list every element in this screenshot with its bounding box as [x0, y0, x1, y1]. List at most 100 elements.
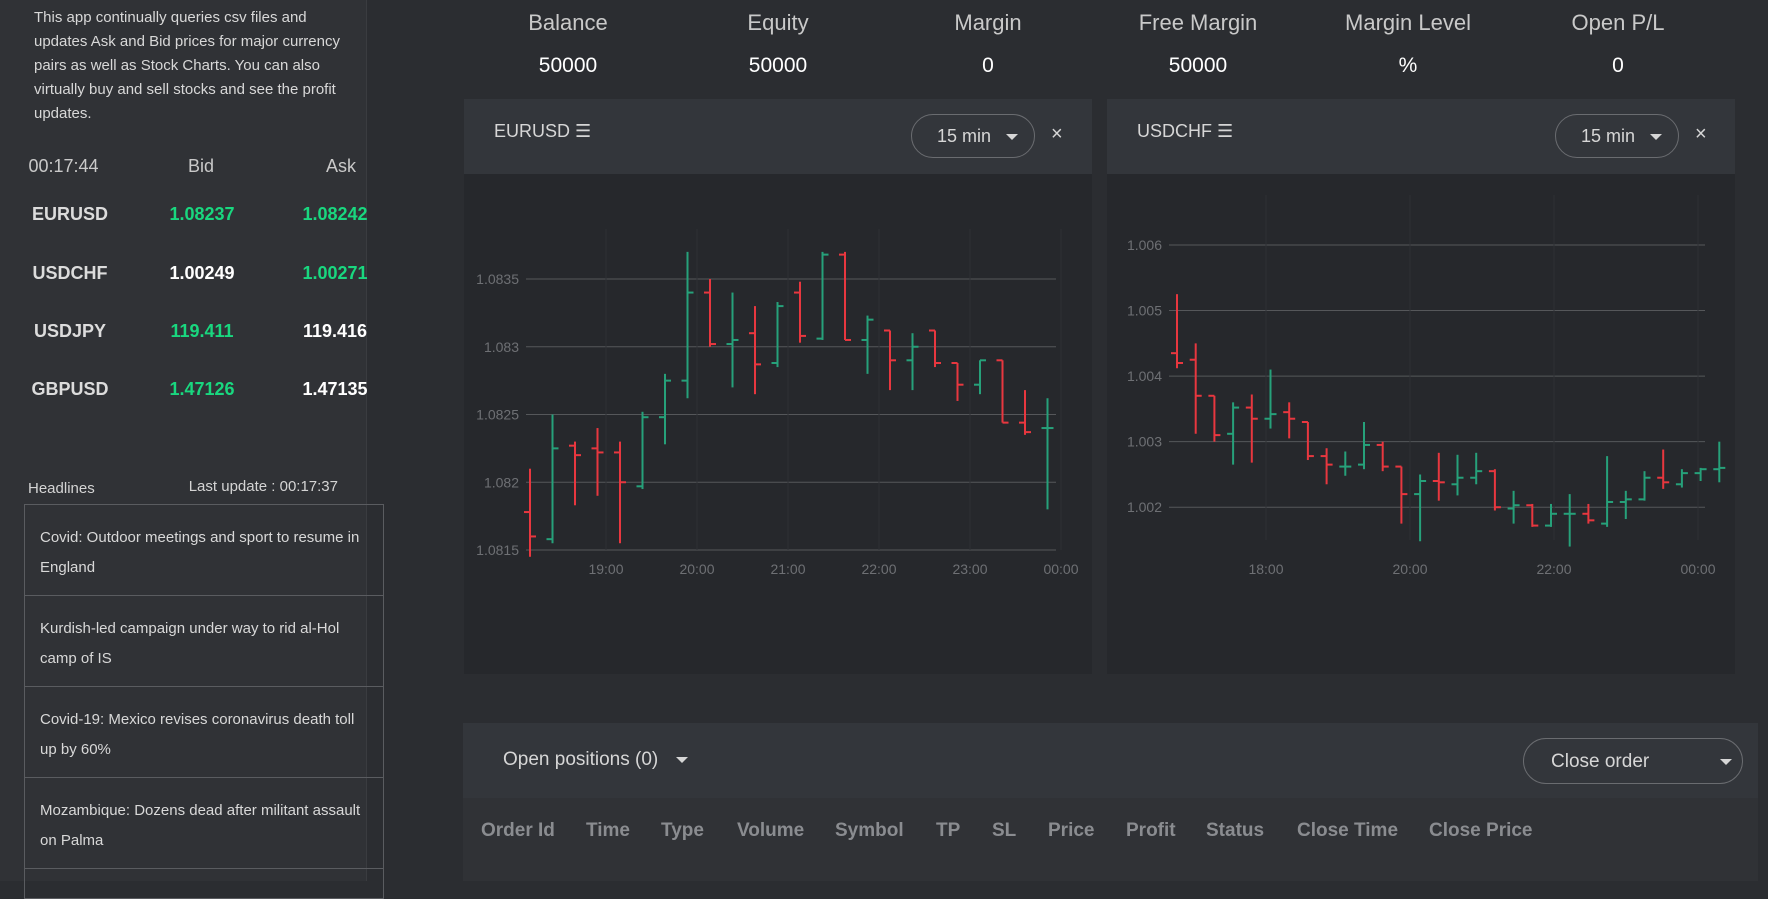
- x-tick-label: 20:00: [1392, 561, 1427, 577]
- timeframe-select[interactable]: 15 min: [911, 114, 1035, 158]
- ohlc-bar: [569, 441, 581, 506]
- timeframe-select[interactable]: 15 min: [1555, 114, 1679, 158]
- column-header-close-price[interactable]: Close Price: [1429, 820, 1533, 841]
- eurusd-chart[interactable]: 1.0815 1.082 1.0825 1.083 1.0835 19:00 20:00 21…: [464, 174, 1092, 674]
- y-tick-label: 1.083: [484, 339, 519, 355]
- stat-value: 0: [1612, 54, 1624, 77]
- ohlc-bar: [1507, 490, 1520, 524]
- quote-symbol: EURUSD: [31, 204, 108, 224]
- column-header-order-id[interactable]: Order Id: [481, 820, 555, 841]
- ohlc-bar: [1245, 394, 1258, 463]
- column-header-type[interactable]: Type: [661, 820, 704, 841]
- stat-label: Equity: [747, 10, 809, 35]
- stat-value: 50000: [538, 54, 598, 77]
- column-header-time[interactable]: Time: [586, 820, 631, 841]
- ohlc-bar: [1320, 448, 1333, 485]
- quote-symbol: USDJPY: [33, 321, 107, 341]
- ohlc-bar: [929, 329, 941, 368]
- ohlc-bar: [546, 414, 559, 544]
- ohlc-bar: [1675, 469, 1688, 488]
- x-tick-label: 00:00: [1043, 561, 1078, 577]
- close-chart-button[interactable]: ×: [1695, 123, 1707, 145]
- ohlc-bar: [951, 362, 964, 401]
- ohlc-bar: [1601, 456, 1614, 527]
- ohlc-bar: [996, 359, 1009, 424]
- chevron-down-icon: [676, 756, 689, 763]
- usdchf-chart[interactable]: 1.002 1.003 1.004 1.005 1.006 18:00 20:00 22:00…: [1107, 174, 1735, 674]
- y-tick-label: 1.0835: [476, 271, 519, 287]
- ohlc-bar: [726, 292, 739, 388]
- x-tick-label: 22:00: [861, 561, 896, 577]
- column-header-close-time[interactable]: Close Time: [1297, 820, 1399, 841]
- column-header-sl[interactable]: SL: [992, 820, 1017, 841]
- chevron-down-icon: [1650, 134, 1662, 140]
- open-positions-dropdown[interactable]: Open positions (0): [503, 749, 689, 771]
- chart-title-menu[interactable]: USDCHF ☰: [1137, 121, 1234, 141]
- column-header-status[interactable]: Status: [1206, 820, 1265, 841]
- intro-text: This app continually queries csv files a…: [34, 9, 340, 122]
- y-tick-label: 1.0815: [476, 542, 519, 558]
- close-chart-button[interactable]: ×: [1051, 123, 1063, 145]
- headline-item[interactable]: Covid: Outdoor meetings and sport to res…: [25, 505, 383, 596]
- headline-item[interactable]: Mozambique: Dozens dead after militant a…: [25, 778, 383, 869]
- ohlc-bar: [524, 468, 536, 557]
- stat-equity: Equity 50000: [673, 10, 883, 78]
- ohlc-bar: [1189, 343, 1202, 434]
- ohlc-bar: [1582, 503, 1595, 524]
- headlines-last-update: Last update : 00:17:37: [188, 478, 338, 495]
- quote-row[interactable]: GBPUSD 1.47126 1.47135: [0, 379, 367, 403]
- headlines-list: Covid: Outdoor meetings and sport to res…: [24, 504, 384, 899]
- x-tick-label: 19:00: [588, 561, 623, 577]
- quote-row[interactable]: USDJPY 119.411 119.416: [0, 321, 367, 345]
- ohlc-bar: [704, 279, 716, 347]
- ohlc-bar: [884, 329, 896, 391]
- ohlc-bar: [1488, 469, 1501, 511]
- ohlc-bar: [771, 302, 784, 368]
- ohlc-bar: [816, 251, 829, 340]
- sidebar: This app continually queries csv files a…: [0, 0, 384, 899]
- ohlc-bar: [681, 251, 694, 399]
- timeframe-value: 15 min: [937, 126, 992, 146]
- quote-bid: 1.00249: [169, 263, 235, 283]
- open-positions-label: Open positions (0): [503, 749, 659, 770]
- quote-row[interactable]: EURUSD 1.08237 1.08242: [0, 204, 368, 228]
- stat-open-pl: Open P/L 0: [1513, 10, 1723, 78]
- headline-item[interactable]: [25, 869, 383, 899]
- quote-bid: 1.08237: [169, 204, 235, 224]
- ohlc-bar: [1545, 503, 1557, 527]
- quote-bid: 119.411: [170, 321, 234, 341]
- timeframe-value: 15 min: [1581, 126, 1636, 146]
- column-header-symbol[interactable]: Symbol: [835, 820, 904, 841]
- quote-row[interactable]: USDCHF 1.00249 1.00271: [0, 263, 368, 287]
- column-header-tp[interactable]: TP: [936, 820, 961, 841]
- chart-panel-usdchf: USDCHF ☰ 15 min × 1.002 1.003 1.004 1.005 1.…: [1107, 99, 1735, 674]
- x-tick-label: 00:00: [1680, 561, 1715, 577]
- quote-ask: 1.08242: [302, 204, 368, 224]
- bid-column-label: Bid: [187, 156, 214, 176]
- orders-header: Open positions (0) Close order: [463, 723, 1758, 798]
- headline-item[interactable]: Covid-19: Mexico revises coronavirus dea…: [25, 687, 383, 778]
- chart-title-menu[interactable]: EURUSD ☰: [494, 121, 592, 141]
- ohlc-bar: [614, 441, 626, 544]
- ohlc-bar: [1264, 369, 1277, 429]
- column-header-price[interactable]: Price: [1048, 820, 1095, 841]
- chevron-down-icon: [1006, 134, 1018, 140]
- column-header-profit[interactable]: Profit: [1126, 820, 1176, 841]
- chevron-down-icon: [1720, 759, 1732, 765]
- quotes-header: 00:17:44 Bid Ask: [0, 156, 367, 178]
- ohlc-bar: [1358, 422, 1370, 470]
- x-tick-label: 21:00: [770, 561, 805, 577]
- ohlc-bar: [974, 359, 986, 395]
- x-tick-label: 22:00: [1536, 561, 1571, 577]
- headlines-title: Headlines: [28, 480, 95, 497]
- stat-label: Margin: [954, 10, 1022, 35]
- close-order-select[interactable]: Close order: [1523, 738, 1743, 784]
- column-header-volume[interactable]: Volume: [737, 820, 805, 841]
- ohlc-bar: [659, 373, 671, 445]
- headline-item[interactable]: Kurdish-led campaign under way to rid al…: [25, 596, 383, 687]
- y-tick-label: 1.082: [484, 474, 519, 490]
- stat-value: %: [1398, 54, 1418, 77]
- ohlc-bar: [1713, 441, 1726, 483]
- ohlc-bar: [1451, 454, 1464, 496]
- chart-panel-eurusd: EURUSD ☰ 15 min × 1.0815 1.082 1.0825 1.083…: [464, 99, 1092, 674]
